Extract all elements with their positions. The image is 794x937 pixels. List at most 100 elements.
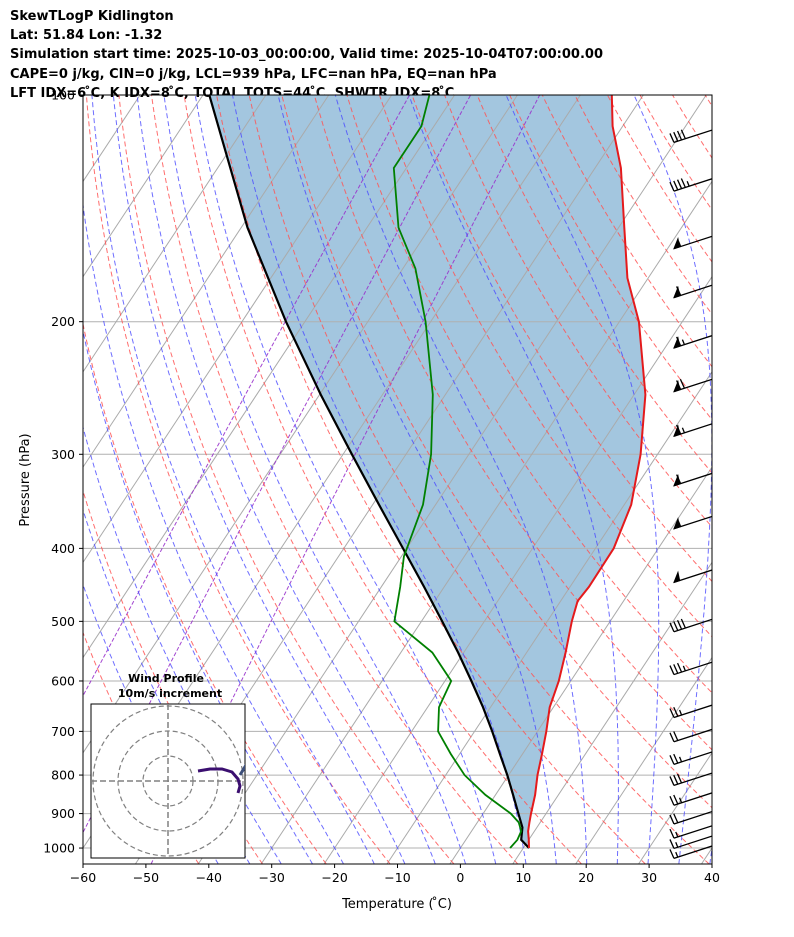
plot-area	[83, 95, 794, 864]
x-tick-label: 10	[515, 870, 531, 885]
isotherm-line	[575, 656, 712, 864]
moist-adiabat-line	[112, 95, 406, 864]
hodograph-trace-surface	[238, 764, 245, 776]
wind-barb-full	[676, 179, 683, 189]
wind-barb-full	[673, 131, 679, 142]
moist-adiabat-line	[408, 95, 619, 864]
isotherm-line	[323, 275, 712, 864]
wind-barb	[673, 472, 712, 487]
wind-profile-inset: Wind Profile 10m/s increment	[90, 672, 246, 859]
wind-barb-half	[678, 521, 682, 527]
wind-barb-full	[676, 424, 682, 435]
dry-adiabat-line	[248, 95, 710, 864]
wind-barb-full	[673, 180, 679, 191]
moist-adiabat-line	[277, 95, 557, 864]
wind-barb-full	[669, 828, 675, 839]
wind-barb-staff	[673, 178, 712, 192]
y-tick-label: 200	[51, 314, 75, 329]
wind-barb	[669, 618, 712, 633]
wind-barb-staff	[673, 661, 712, 676]
isotherm-line	[83, 95, 204, 278]
x-tick-label: −40	[196, 870, 222, 885]
parcel-profile-line	[208, 95, 530, 849]
wind-barb	[669, 845, 712, 860]
wind-barb-half	[678, 756, 683, 763]
wind-barb-staff	[673, 129, 712, 144]
wind-barb-full	[673, 774, 679, 785]
wind-barb	[673, 235, 712, 250]
wind-barb-full	[676, 380, 682, 390]
dry-adiabat-line	[83, 489, 264, 864]
wind-barb	[673, 378, 712, 393]
dry-adiabat-line	[216, 95, 646, 864]
y-tick-label: 300	[51, 447, 75, 462]
wind-barb-full	[669, 849, 675, 859]
dry-adiabat-line	[704, 95, 712, 107]
x-tick-label: 20	[578, 870, 594, 885]
dry-adiabat-line	[85, 95, 391, 864]
chart-title: SkewTLogP Kidlington	[10, 9, 174, 24]
wind-barb-full	[669, 665, 675, 675]
wind-barb-staff	[673, 751, 712, 765]
chart-title-block: SkewTLogP Kidlington Lat: 51.84 Lon: -1.…	[10, 7, 603, 103]
wind-barb-full	[669, 622, 675, 632]
wind-barb-staff	[673, 618, 712, 633]
wind-barb-full	[669, 814, 675, 825]
isotherm-line	[764, 95, 794, 864]
x-tick-label: −50	[133, 870, 159, 885]
x-tick-label: −30	[259, 870, 285, 885]
wind-barb-staff	[673, 704, 712, 719]
wind-barb-half	[681, 339, 686, 345]
isotherm-line	[83, 95, 267, 373]
simulation-time-line: Simulation start time: 2025-10-03_00:00:…	[10, 47, 603, 63]
wind-barb-staff	[673, 569, 712, 584]
wind-barb	[669, 728, 712, 743]
dry-adiabat-line	[151, 95, 519, 864]
wind-barb-full	[673, 621, 679, 631]
wind-barb	[669, 825, 712, 839]
moist-adiabat-line	[163, 95, 467, 864]
profile-curves	[208, 95, 647, 849]
wind-barb-half	[682, 665, 686, 672]
wind-barb	[669, 129, 712, 144]
cin-shaded-area	[209, 95, 646, 848]
y-axis: 1000 900 800 700 600 500 400 300 200 100	[43, 88, 83, 856]
x-tick-label: 40	[704, 870, 720, 885]
moist-adiabat-line	[83, 328, 313, 864]
wind-barb-full	[669, 181, 675, 192]
moist-adiabat-line	[334, 95, 588, 864]
wind-barb-full	[676, 336, 682, 347]
x-tick-label: −10	[384, 870, 410, 885]
wind-barb-staff	[673, 825, 712, 839]
isotherm-line	[386, 370, 712, 864]
moist-adiabat-line	[83, 508, 251, 864]
cape-cin-shading	[209, 95, 646, 848]
wind-barb-full	[676, 619, 683, 630]
wind-barb-full	[680, 129, 686, 139]
dewpoint-profile-line	[392, 95, 523, 849]
isotherm-line	[638, 751, 712, 864]
dry-adiabat-line	[313, 95, 712, 751]
x-tick-label: −20	[321, 870, 347, 885]
x-tick-label: 30	[641, 870, 657, 885]
wind-barb	[669, 661, 712, 676]
wind-barb	[669, 810, 712, 825]
dry-adiabat-line	[444, 95, 712, 528]
dry-adiabat-line	[411, 95, 712, 583]
wind-barb	[673, 284, 712, 299]
mixing-ratio-line	[150, 95, 541, 864]
y-tick-label: 500	[51, 614, 75, 629]
dry-adiabat-line	[379, 95, 712, 638]
moist-adiabat-line	[633, 95, 712, 864]
wind-barb	[669, 704, 712, 719]
wind-barb	[669, 772, 712, 787]
moist-adiabat-line	[194, 95, 497, 864]
wind-barb-half	[675, 841, 679, 848]
inset-subtitle: 10m/s increment	[118, 687, 222, 700]
wind-barb	[673, 335, 712, 349]
wind-barb-staff	[673, 728, 712, 743]
wind-barb-half	[686, 180, 690, 187]
y-tick-label: 100	[51, 88, 75, 103]
wind-barb	[673, 569, 712, 584]
